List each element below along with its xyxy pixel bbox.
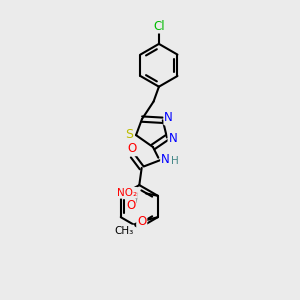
Text: N: N [169, 132, 177, 145]
Text: N: N [164, 111, 173, 124]
Text: NO₂: NO₂ [117, 188, 137, 198]
Text: N: N [161, 153, 170, 166]
Text: S: S [125, 128, 133, 141]
Text: O: O [127, 142, 136, 155]
Text: Cl: Cl [153, 20, 165, 33]
Text: O: O [127, 200, 136, 212]
Text: O: O [137, 215, 146, 228]
Text: CH₃: CH₃ [114, 226, 134, 236]
Text: H: H [171, 156, 179, 166]
